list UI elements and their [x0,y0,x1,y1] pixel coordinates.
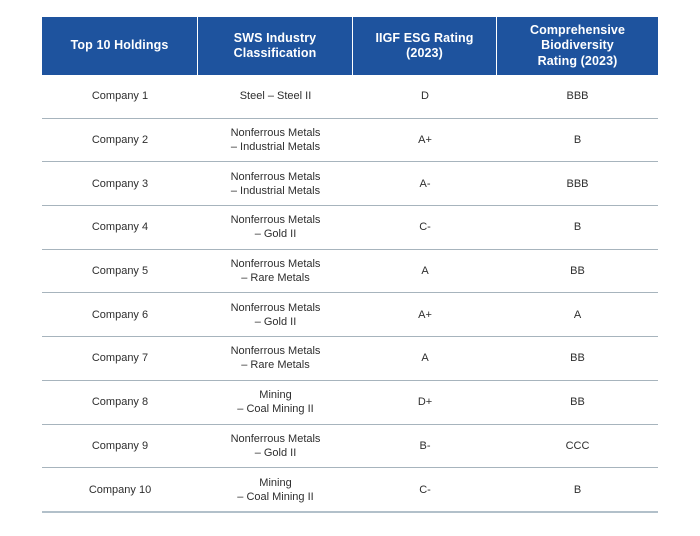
classification-line: Nonferrous Metals [230,432,321,445]
esg-rating-cell: A- [419,177,431,190]
classification-line: – Gold II [254,446,297,459]
biodiversity-rating-cell: B [573,483,582,496]
esg-rating-cell: C- [419,221,431,234]
classification-line: – Coal Mining II [237,403,314,416]
header-line: Top 10 Holdings [70,38,169,53]
classification-line: – Coal Mining II [237,490,314,503]
classification-line: – Industrial Metals [230,141,321,154]
classification-line: Nonferrous Metals [230,214,321,227]
classification-cell: Nonferrous Metals – Gold II [198,425,353,468]
biodiversity-rating-cell: BB [570,396,585,409]
biodiversity-rating-cell: CCC [565,439,590,452]
biodiversity-rating-cell: B [573,134,582,147]
table-row: Company 7 Nonferrous Metals – Rare Metal… [42,337,658,381]
header-line: Classification [233,46,317,60]
column-header-iigf-esg-rating: IIGF ESG Rating (2023) [353,17,497,75]
table-row: Company 9 Nonferrous Metals – Gold II B-… [42,425,658,469]
biodiversity-rating-cell: BBB [566,177,589,190]
header-line: SWS Industry [233,30,317,45]
table-row: Company 3 Nonferrous Metals – Industrial… [42,162,658,207]
esg-rating-cell: C- [419,483,431,496]
table-row: Company 1 Steel – Steel II D BBB [42,75,658,119]
classification-cell: Nonferrous Metals – Industrial Metals [198,119,353,162]
classification-line: – Rare Metals [241,272,310,285]
biodiversity-rating-cell: BBB [566,90,589,103]
holding-cell: Company 7 [91,352,149,365]
esg-rating-cell: D [421,90,429,103]
holding-cell: Company 9 [91,439,149,452]
classification-cell: Mining – Coal Mining II [198,381,353,424]
classification-line: Nonferrous Metals [230,345,321,358]
header-line: (2023) [406,46,443,60]
classification-line: Nonferrous Metals [230,301,321,314]
biodiversity-rating-cell: BB [570,265,585,278]
table-row: Company 2 Nonferrous Metals – Industrial… [42,119,658,163]
esg-rating-cell: B- [419,439,431,452]
biodiversity-rating-cell: A [573,308,582,321]
table-row: Company 5 Nonferrous Metals – Rare Metal… [42,250,658,294]
classification-line: – Gold II [254,315,297,328]
classification-line: Nonferrous Metals [230,127,321,140]
classification-line: – Gold II [254,228,297,241]
holding-cell: Company 3 [91,177,149,190]
table-row: Company 4 Nonferrous Metals – Gold II C-… [42,206,658,250]
holding-cell: Company 5 [91,265,149,278]
holding-cell: Company 6 [91,308,149,321]
classification-cell: Nonferrous Metals – Rare Metals [198,337,353,380]
classification-line: Nonferrous Metals [230,170,321,183]
header-line: Rating (2023) [537,53,618,68]
header-line: IIGF ESG Rating [375,30,474,45]
column-header-comprehensive-biodiversity-rating: Comprehensive Biodiversity Rating (2023) [497,17,658,75]
classification-line: Mining [259,476,292,489]
header-line: Biodiversity [541,38,614,53]
header-line: Comprehensive [529,22,626,37]
classification-cell: Nonferrous Metals – Rare Metals [198,250,353,293]
biodiversity-rating-cell: BB [570,352,585,365]
esg-rating-cell: A [421,265,429,278]
esg-rating-cell: A [421,352,429,365]
holding-cell: Company 4 [91,221,149,234]
esg-rating-cell: D+ [417,396,433,409]
biodiversity-rating-cell: B [573,221,582,234]
table-row: Company 10 Mining – Coal Mining II C- B [42,468,658,513]
column-header-top-10-holdings: Top 10 Holdings [42,17,198,75]
table-row: Company 6 Nonferrous Metals – Gold II A+… [42,293,658,338]
classification-line: Nonferrous Metals [230,258,321,271]
column-header-sws-industry-classification: SWS Industry Classification [198,17,353,75]
holding-cell: Company 1 [91,90,149,103]
esg-rating-cell: A+ [418,134,432,147]
classification-cell: Nonferrous Metals – Industrial Metals [198,162,353,205]
holding-cell: Company 8 [91,396,149,409]
classification-cell: Nonferrous Metals – Gold II [198,293,353,336]
classification-cell: Mining – Coal Mining II [198,468,353,511]
classification-line: – Rare Metals [241,359,310,372]
esg-rating-cell: A+ [418,308,432,321]
classification-cell: Steel – Steel II [198,75,353,118]
classification-cell: Nonferrous Metals – Gold II [198,206,353,249]
table-row: Company 8 Mining – Coal Mining II D+ BB [42,381,658,425]
holding-cell: Company 2 [91,134,149,147]
classification-line: Mining [259,389,292,402]
classification-line: Steel – Steel II [239,90,312,103]
table-header-row: Top 10 Holdings SWS Industry Classificat… [42,17,658,75]
holdings-table: Top 10 Holdings SWS Industry Classificat… [42,17,658,513]
classification-line: – Industrial Metals [230,184,321,197]
holding-cell: Company 10 [88,483,152,496]
